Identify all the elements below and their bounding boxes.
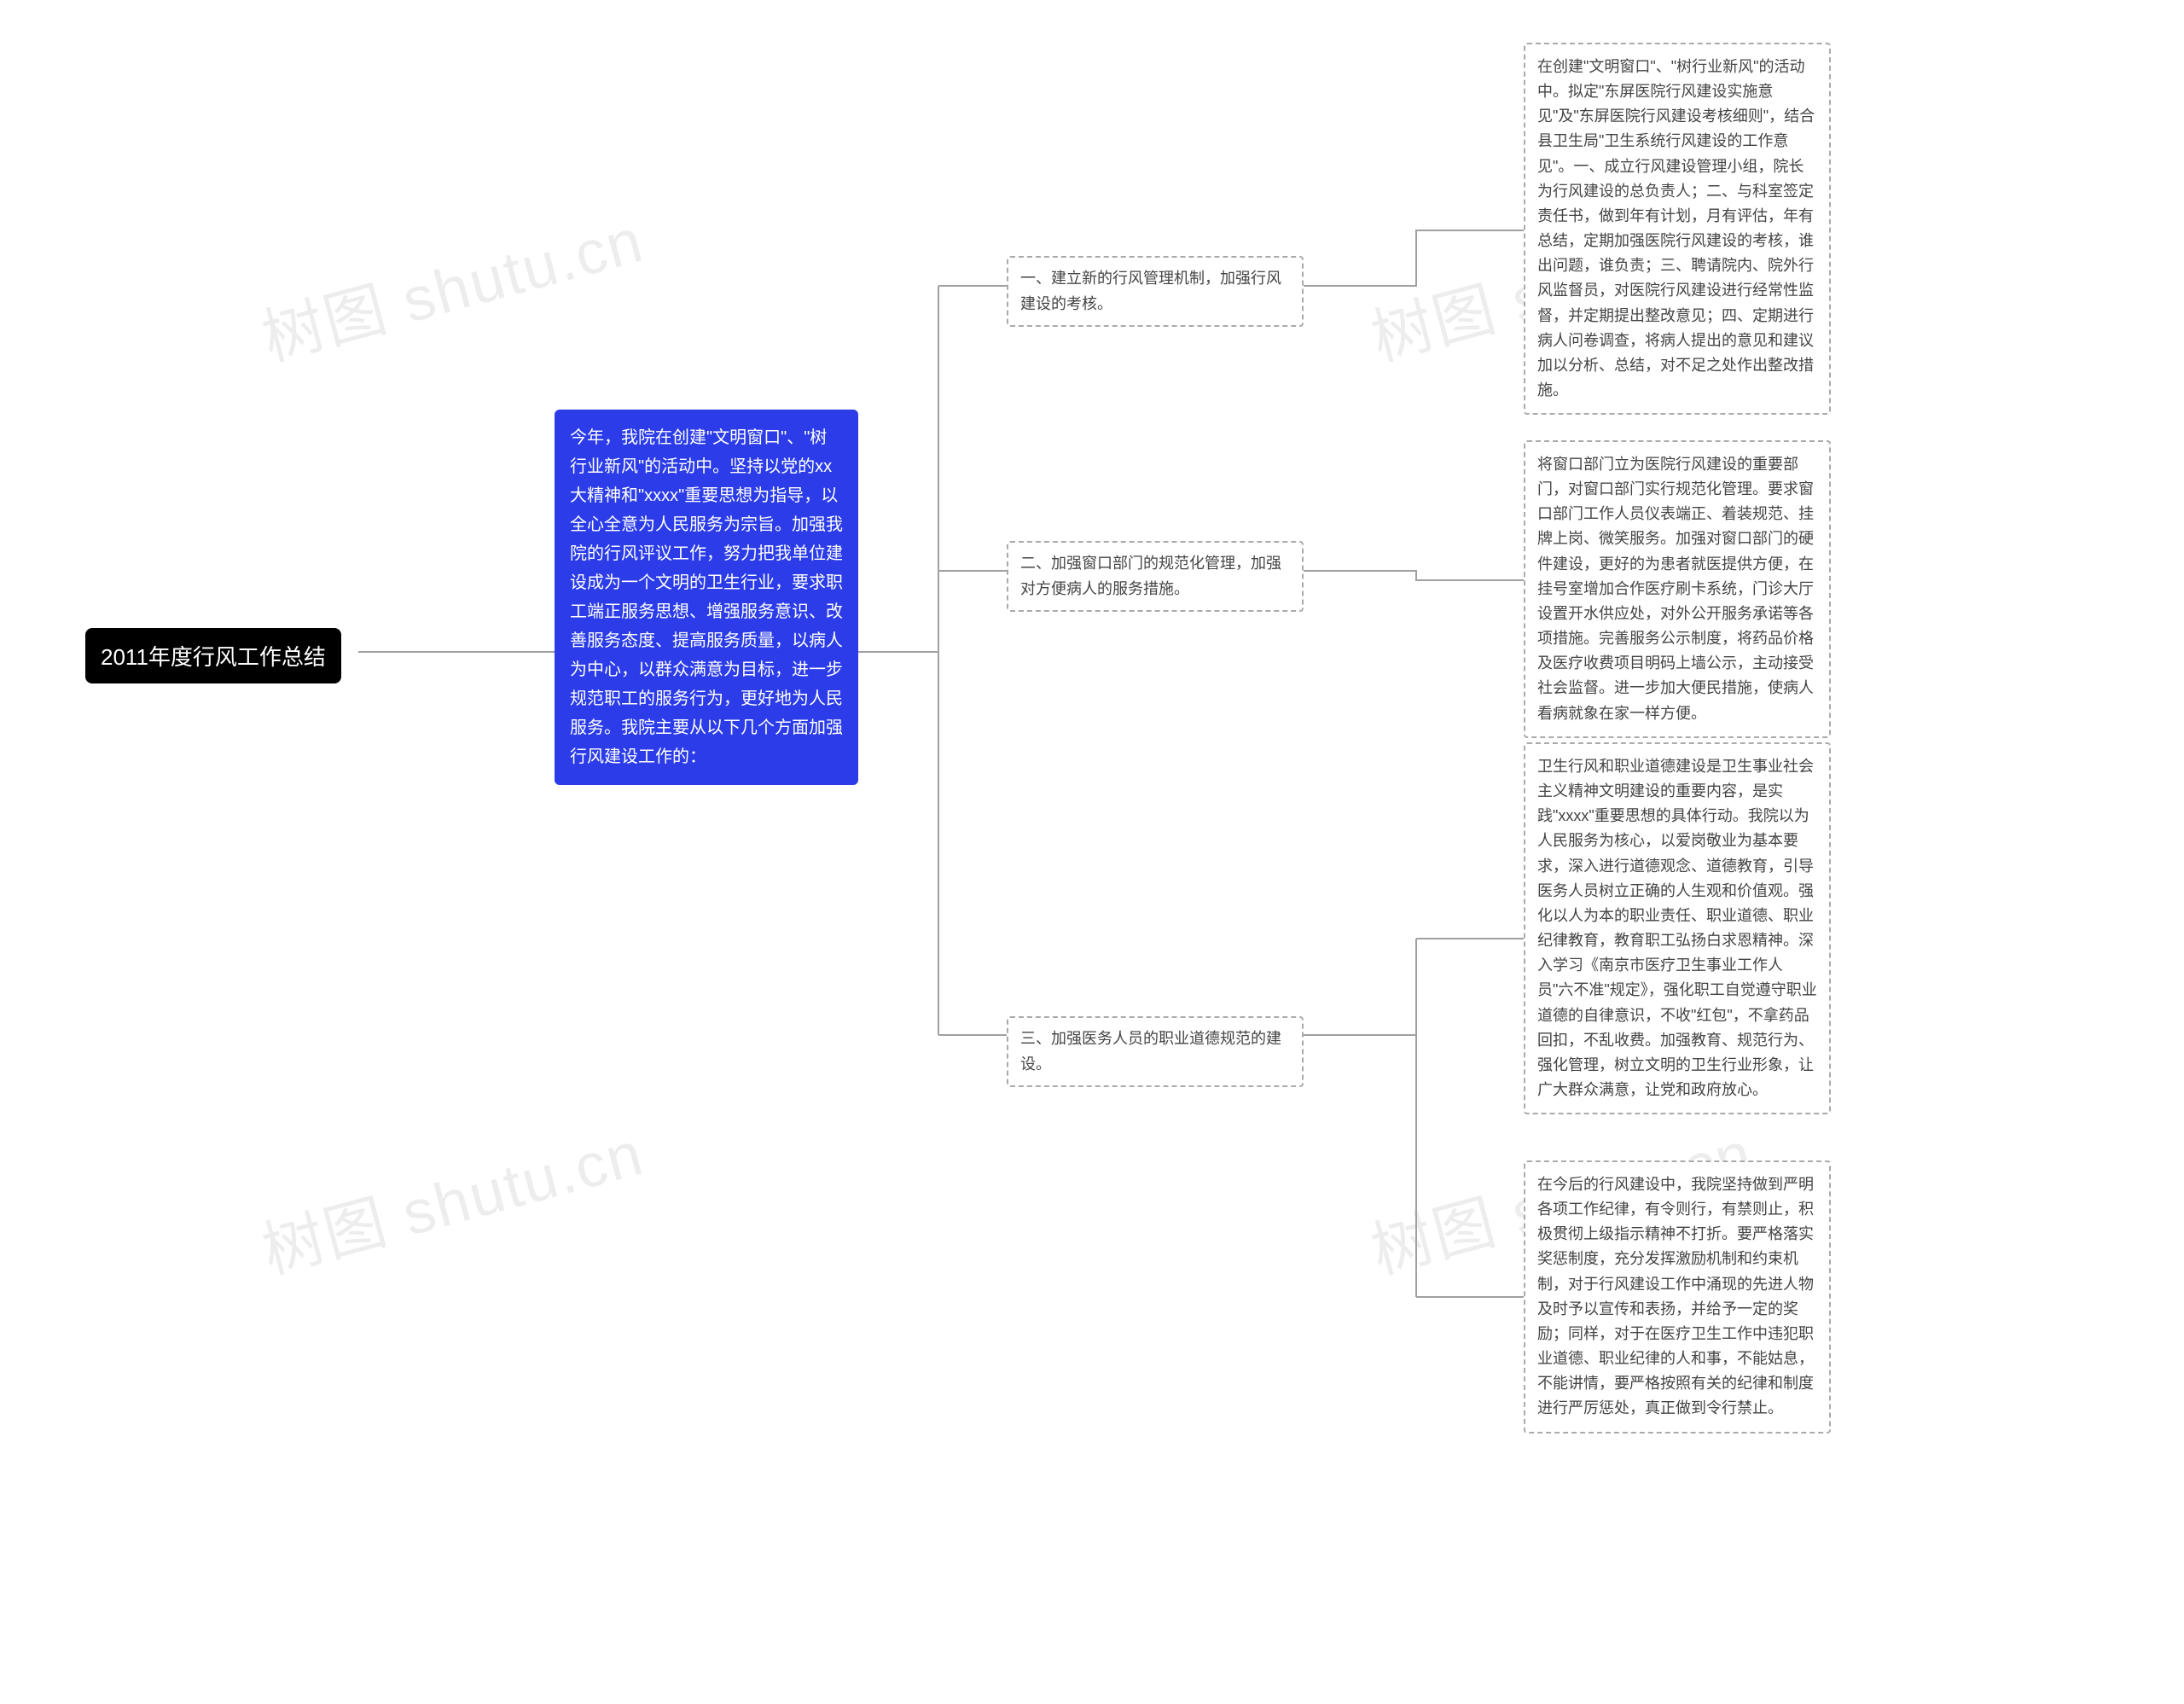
detail-node-1[interactable]: 在创建"文明窗口"、"树行业新风"的活动中。拟定"东屏医院行风建设实施意见"及"… [1524,43,1831,415]
detail-node-3b[interactable]: 在今后的行风建设中，我院坚持做到严明各项工作纪律，有令则行，有禁则止，积极贯彻上… [1524,1160,1831,1434]
watermark: 树图 shutu.cn [251,1102,652,1290]
root-node[interactable]: 2011年度行风工作总结 [85,628,341,683]
detail-node-2[interactable]: 将窗口部门立为医院行风建设的重要部门，对窗口部门实行规范化管理。要求窗口部门工作… [1524,440,1831,738]
mid-node-2[interactable]: 二、加强窗口部门的规范化管理，加强对方便病人的服务措施。 [1007,541,1304,612]
intro-node[interactable]: 今年，我院在创建"文明窗口"、"树行业新风"的活动中。坚持以党的xx大精神和"x… [555,410,858,785]
detail-node-3a[interactable]: 卫生行风和职业道德建设是卫生事业社会主义精神文明建设的重要内容，是实践"xxxx… [1524,742,1831,1114]
mid-node-3[interactable]: 三、加强医务人员的职业道德规范的建设。 [1007,1016,1304,1087]
watermark: 树图 shutu.cn [251,189,652,377]
mid-node-1[interactable]: 一、建立新的行风管理机制，加强行风建设的考核。 [1007,256,1304,327]
